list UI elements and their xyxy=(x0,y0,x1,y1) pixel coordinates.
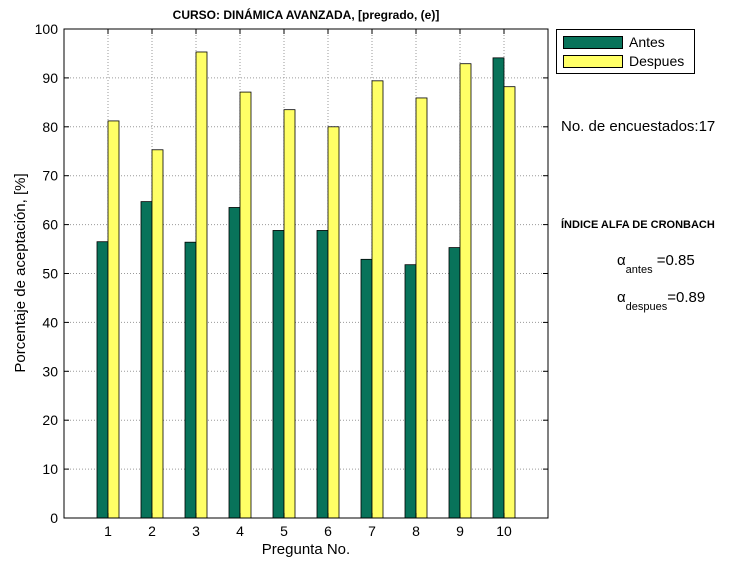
x-tick-label: 3 xyxy=(192,523,200,539)
x-tick-label: 10 xyxy=(496,523,512,539)
bar-despues xyxy=(283,109,296,519)
y-tick-label: 80 xyxy=(42,119,58,135)
bar-antes xyxy=(316,230,329,519)
bar-antes xyxy=(404,264,417,519)
bar-despues xyxy=(107,120,120,519)
bar-despues xyxy=(459,63,472,519)
bar-antes xyxy=(360,258,373,519)
y-tick-label: 30 xyxy=(42,363,58,379)
bar-despues xyxy=(239,91,252,519)
bar-antes xyxy=(140,201,153,519)
bar-antes xyxy=(492,57,505,519)
x-tick-label: 8 xyxy=(412,523,420,539)
bar-antes xyxy=(96,241,109,519)
x-tick-label: 2 xyxy=(148,523,156,539)
chart-title: CURSO: DINÁMICA AVANZADA, [pregrado, (e)… xyxy=(173,7,440,22)
bar-antes xyxy=(448,247,461,519)
y-tick-label: 20 xyxy=(42,412,58,428)
y-tick-label: 10 xyxy=(42,461,58,477)
legend-item-antes: Antes xyxy=(563,34,665,50)
y-tick-label: 90 xyxy=(42,70,58,86)
legend: Antes Despues xyxy=(556,29,695,74)
x-tick-label: 7 xyxy=(368,523,376,539)
legend-item-despues: Despues xyxy=(563,53,684,69)
alpha-antes-value: =0.85 xyxy=(656,252,695,269)
y-tick-label: 50 xyxy=(42,266,58,282)
x-tick-label: 5 xyxy=(280,523,288,539)
alpha-symbol: α xyxy=(617,252,626,269)
x-tick-label: 9 xyxy=(456,523,464,539)
y-tick-label: 0 xyxy=(50,510,58,526)
y-tick-label: 60 xyxy=(42,217,58,233)
legend-swatch-antes xyxy=(563,35,623,49)
x-tick-label: 6 xyxy=(324,523,332,539)
y-tick-label: 100 xyxy=(35,21,59,37)
x-tick-label: 4 xyxy=(236,523,244,539)
cronbach-title: ÍNDICE ALFA DE CRONBACH xyxy=(561,219,715,231)
bar-despues xyxy=(151,149,164,519)
alpha-symbol: α xyxy=(617,289,626,306)
legend-label-despues: Despues xyxy=(629,53,685,69)
bar-despues xyxy=(327,126,340,519)
alpha-despues-subscript: despues xyxy=(625,301,668,313)
bar-despues xyxy=(415,97,428,519)
y-tick-label: 40 xyxy=(42,314,58,330)
bar-antes xyxy=(184,241,197,519)
legend-label-antes: Antes xyxy=(629,34,665,50)
bar-antes xyxy=(272,230,285,519)
bar-despues xyxy=(195,51,208,519)
legend-swatch-despues xyxy=(563,54,623,68)
respondents-count: No. de encuestados:17 xyxy=(561,118,716,135)
bar-despues xyxy=(503,86,516,519)
alpha-despues-value: =0.89 xyxy=(667,289,706,306)
x-tick-label: 1 xyxy=(104,523,112,539)
y-tick-label: 70 xyxy=(42,168,58,184)
alpha-antes-subscript: antes xyxy=(625,264,653,276)
alpha-antes: αantes =0.85 xyxy=(617,252,695,276)
bar-despues xyxy=(371,80,384,519)
y-axis-label: Porcentaje de aceptación, [%] xyxy=(12,173,29,372)
x-axis-label: Pregunta No. xyxy=(262,541,350,558)
alpha-despues: αdespues=0.89 xyxy=(617,289,706,313)
bar-antes xyxy=(228,207,241,519)
